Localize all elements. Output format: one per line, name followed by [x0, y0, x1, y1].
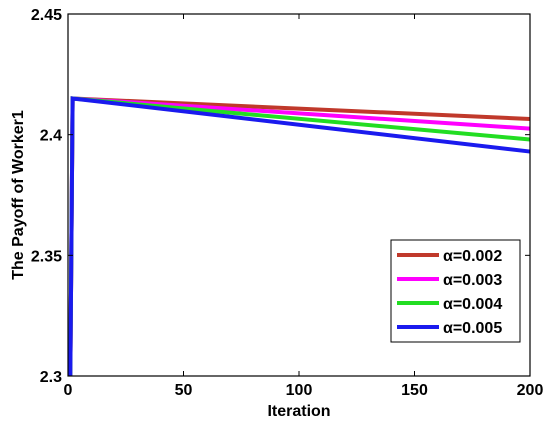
legend-label-3: α=0.004 — [443, 296, 502, 313]
y-tick-label: 2.45 — [31, 7, 62, 24]
x-tick-label: 200 — [517, 382, 544, 399]
series-layer — [68, 96, 531, 377]
y-tick-label: 2.4 — [40, 128, 62, 145]
legend-label-4: α=0.005 — [443, 320, 502, 337]
x-axis-title: Iteration — [267, 403, 330, 420]
legend-label-2: α=0.003 — [443, 272, 502, 289]
y-tick-label: 2.3 — [40, 369, 62, 386]
series-line-4 — [68, 96, 531, 377]
x-tick-label: 0 — [64, 382, 73, 399]
x-tick-label: 100 — [286, 382, 313, 399]
y-axis-title: The Payoff of Worker1 — [10, 110, 27, 280]
x-tick-label: 50 — [175, 382, 193, 399]
ticks-layer: 0 50 100 150 200 2.3 2.35 2.4 2.45 — [31, 7, 544, 399]
legend-label-1: α=0.002 — [443, 248, 502, 265]
legend: α=0.002 α=0.003 α=0.004 α=0.005 — [390, 239, 521, 343]
y-tick-label: 2.35 — [31, 248, 62, 265]
x-tick-label: 150 — [401, 382, 428, 399]
